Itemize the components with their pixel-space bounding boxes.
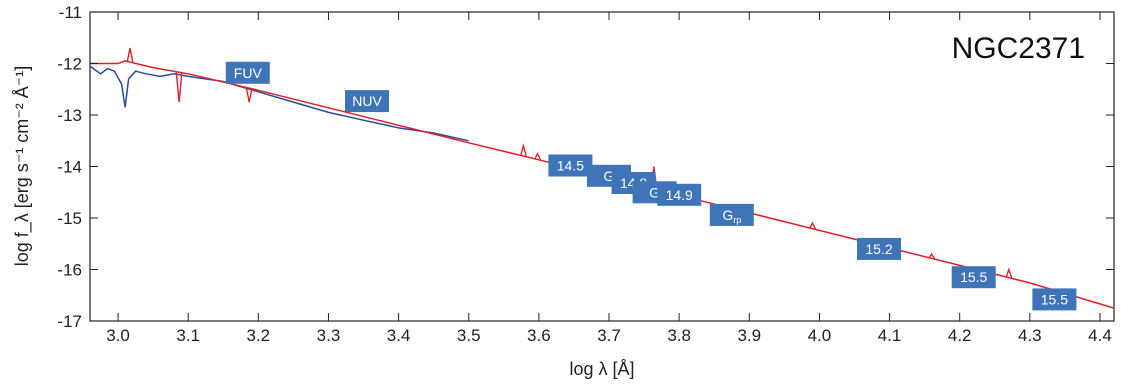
photometry-point: 15.5	[1032, 288, 1077, 311]
x-tick-label: 3.1	[176, 326, 200, 345]
spectral-feature	[808, 221, 816, 229]
y-tick-label: -13	[57, 106, 82, 125]
photometry-box	[657, 183, 702, 206]
y-tick-label: -14	[57, 158, 82, 177]
photometry-label: NUV	[352, 93, 382, 109]
photometry-point: Grp	[709, 203, 754, 226]
photometry-label: 15.5	[960, 269, 987, 285]
spectral-feature	[519, 143, 527, 157]
photometry-point: FUV	[225, 61, 270, 84]
x-tick-label: 4.3	[1018, 326, 1042, 345]
x-tick-label: 3.8	[667, 326, 691, 345]
photometry-point: 15.2	[857, 237, 901, 260]
x-tick-label: 3.2	[247, 326, 271, 345]
x-tick-label: 3.9	[737, 326, 761, 345]
photometry-point: NUV	[345, 90, 389, 113]
spectral-feature	[245, 87, 253, 103]
photometry-box	[1032, 288, 1077, 311]
photometry-box	[709, 203, 754, 226]
y-tick-label: -15	[57, 209, 82, 228]
photometry-label: 14.9	[666, 187, 693, 203]
photometry-label: 14.5	[557, 158, 584, 174]
photometry-box	[225, 61, 270, 84]
spectrum-series-1	[89, 65, 469, 142]
x-tick-label: 3.5	[457, 326, 481, 345]
y-tick-label: -17	[57, 312, 82, 331]
photometry-label: 15.5	[1041, 291, 1068, 307]
chart-title: NGC2371	[952, 32, 1085, 65]
photometry-label: G	[604, 168, 615, 184]
photometry-label: 15.2	[865, 241, 892, 257]
photometry-box	[857, 237, 901, 260]
x-tick-label: 3.0	[106, 326, 130, 345]
x-tick-label: 3.4	[387, 326, 411, 345]
photometry-label: FUV	[234, 65, 263, 81]
spectral-feature	[1005, 267, 1013, 278]
x-tick-label: 4.2	[948, 326, 972, 345]
x-tick-label: 3.6	[527, 326, 551, 345]
spectral-feature	[126, 47, 134, 63]
x-tick-label: 3.3	[317, 326, 341, 345]
x-tick-label: 4.0	[808, 326, 832, 345]
axis-ticks: 3.0 3.1 3.2 3.3 3.4 3.5 3.6 3.7 3.8 3.9 4.0 4.1 4.2 4…	[57, 3, 1114, 345]
y-axis-label: log f_λ [erg s⁻¹ cm⁻² Å⁻¹]	[12, 66, 33, 267]
photometry-label: G	[649, 184, 660, 200]
x-tick-label: 3.7	[597, 326, 621, 345]
photometry-box	[345, 90, 389, 113]
spectral-feature	[928, 252, 935, 259]
spectral-feature	[175, 72, 183, 103]
y-tick-label: -11	[59, 3, 82, 22]
photometry-point: 14.9	[657, 183, 702, 206]
spectrum-series-2	[90, 60, 1115, 309]
y-tick-label: -16	[57, 261, 82, 280]
x-tick-label: 4.4	[1088, 326, 1112, 345]
spectral-feature	[534, 151, 541, 160]
photometry-point: 15.5	[951, 266, 996, 289]
photometry-box	[951, 266, 996, 289]
x-tick-label: 4.1	[878, 326, 902, 345]
photometry-box	[548, 154, 593, 177]
x-axis-label: log λ [Å]	[569, 359, 634, 379]
y-tick-label: -12	[57, 55, 82, 74]
photometry-point: 14.5	[548, 154, 593, 177]
